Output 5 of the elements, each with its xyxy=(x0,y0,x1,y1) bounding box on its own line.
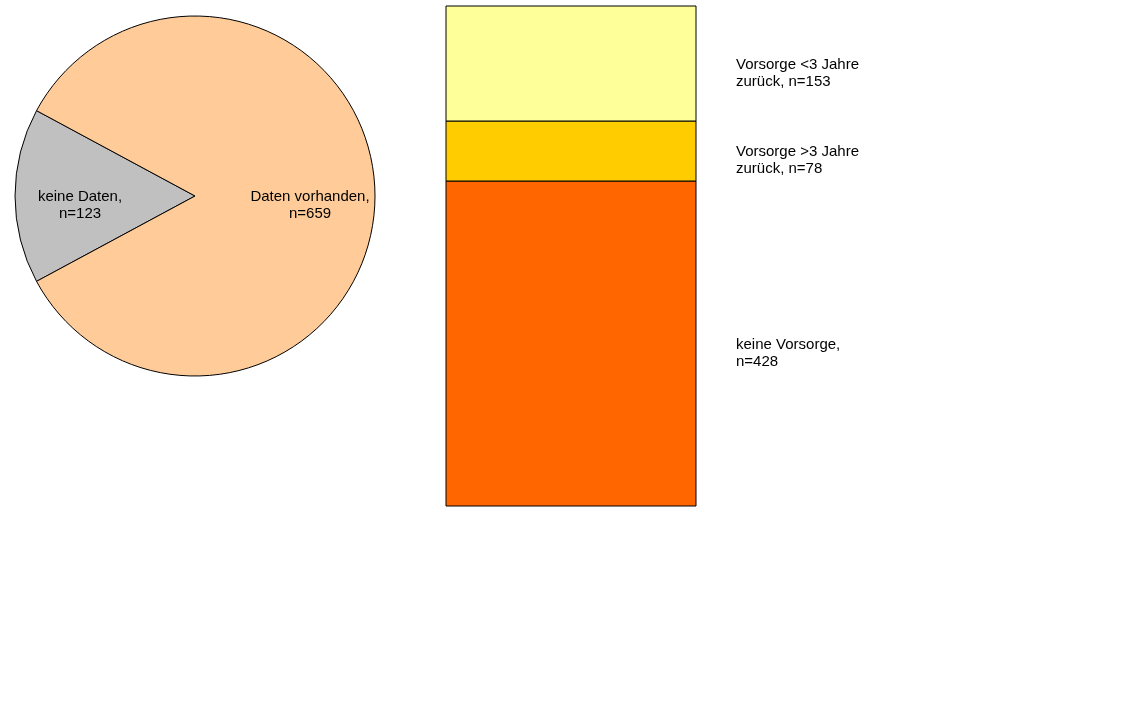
text: Vorsorge <3 Jahre zurück, n=153 xyxy=(736,54,859,89)
text: Vorsorge >3 Jahre zurück, n=78 xyxy=(736,142,859,176)
text: keine Vorsorge, n=428 xyxy=(736,334,841,369)
slice-label: Daten vorhanden, n=659 xyxy=(250,187,370,221)
slice-label: keine Daten, n=123 xyxy=(37,187,123,221)
